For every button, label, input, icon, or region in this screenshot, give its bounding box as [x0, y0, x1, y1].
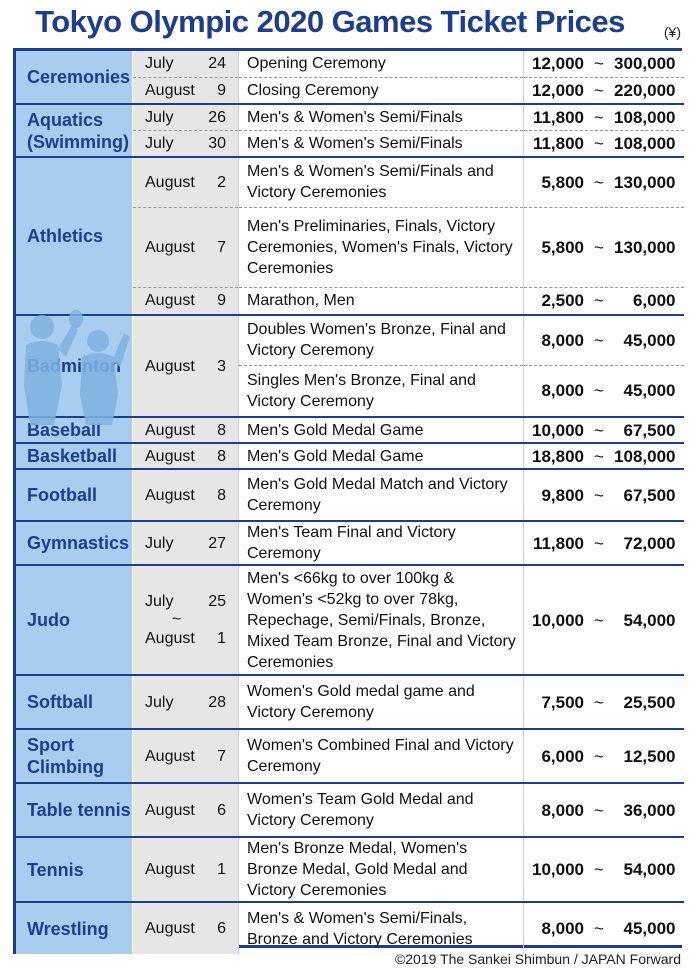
event-description: Men's Gold Medal Game: [238, 443, 524, 470]
event-description: Men's Team Final and Victory Ceremony: [238, 521, 524, 566]
event-description: Women's Gold medal game and Victory Cere…: [238, 675, 524, 730]
page-title: Tokyo Olympic 2020 Games Ticket Prices: [35, 4, 625, 39]
event-description: Men's Preliminaries, Finals, Victory Cer…: [238, 207, 524, 288]
table-row: Athletics August 2 Men's & Women's Semi/F…: [13, 157, 684, 316]
sport-name: Baseball: [13, 417, 133, 444]
table-row: Table tennis August 6 Women's Team Gold M…: [13, 783, 684, 838]
sport-name: Football: [13, 469, 133, 522]
event-description: Men's & Women's Semi/Finals, Bronze and …: [238, 902, 524, 954]
price-range: 18,800 ~108,000: [523, 443, 684, 470]
price-range: 11,800 ~72,000: [523, 521, 684, 566]
event-date: August 7: [132, 729, 239, 784]
sport-name: Gymnastics: [13, 521, 133, 566]
price-range: 10,000 ~54,000: [523, 837, 684, 903]
event-date: July 24: [132, 51, 239, 78]
event-date: August 6: [132, 902, 239, 954]
event-description: Men's Gold Medal Match and Victory Cerem…: [238, 469, 524, 522]
event-date: July 27: [132, 521, 239, 566]
table-row: Basketball August 8 Men's Gold Medal Game…: [13, 443, 684, 470]
price-range: 9,800 ~67,500: [523, 469, 684, 522]
price-range: 8,000 ~45,000: [523, 315, 684, 366]
table-row: Singles Men's Bronze, Final and Victory …: [15, 365, 684, 418]
sport-name: Table tennis: [13, 783, 133, 838]
event-date: July 25 ~ August 1: [132, 565, 239, 676]
price-range: 12,000 ~300,000: [523, 51, 684, 78]
table-row: July 30 Men's & Women's Semi/Finals 11,80…: [15, 130, 684, 158]
event-description: Men's Gold Medal Game: [238, 417, 524, 444]
event-date: August 1: [132, 837, 239, 903]
price-range: 11,800 ~108,000: [523, 104, 684, 131]
event-date: August 8: [132, 417, 239, 444]
price-range: 7,500 ~25,500: [523, 675, 684, 730]
event-date: July 28: [132, 675, 239, 730]
sport-name: Softball: [13, 675, 133, 730]
table-row: Wrestling August 6 Men's & Women's Semi/F…: [13, 902, 684, 954]
price-range: 10,000 ~67,500: [523, 417, 684, 444]
sport-name: Judo: [13, 565, 133, 676]
event-date: August 8: [132, 443, 239, 470]
sport-name: Aquatics (Swimming): [13, 104, 133, 158]
sport-name: Badminton: [13, 315, 133, 418]
table-row: Judo July 25 ~ August 1 Men's <66kg to ove…: [13, 565, 684, 676]
price-range: 5,800 ~130,000: [523, 157, 684, 208]
event-description: Men's Bronze Medal, Women's Bronze Medal…: [238, 837, 524, 903]
sport-name: Tennis: [13, 837, 133, 903]
event-date: July 30: [132, 130, 239, 158]
currency-unit: (¥): [663, 24, 681, 40]
event-description: Men's & Women's Semi/Finals: [238, 104, 524, 131]
price-range: 10,000 ~54,000: [523, 565, 684, 676]
event-description: Closing Ceremony: [238, 77, 524, 105]
event-description: Doubles Women's Bronze, Final and Victor…: [238, 315, 524, 366]
event-date: August 7: [132, 207, 239, 288]
event-description: Men's <66kg to over 100kg & Women's <52k…: [238, 565, 524, 676]
event-date: August 3: [132, 315, 239, 418]
table-row: Baseball August 8 Men's Gold Medal Game 1…: [13, 417, 684, 444]
table-row: Tennis August 1 Men's Bronze Medal, Women…: [13, 837, 684, 903]
event-date: August 9: [132, 287, 239, 316]
event-date: August 6: [132, 783, 239, 838]
price-range: 11,800 ~108,000: [523, 130, 684, 158]
event-description: Opening Ceremony: [238, 51, 524, 78]
event-description: Women's Team Gold Medal and Victory Cere…: [238, 783, 524, 838]
event-description: Marathon, Men: [238, 287, 524, 316]
event-date: August 2: [132, 157, 239, 208]
ticket-price-table: Ceremonies July 24 Opening Ceremony 12,00…: [13, 51, 684, 954]
price-range: 6,000 ~12,500: [523, 729, 684, 784]
event-description: Singles Men's Bronze, Final and Victory …: [238, 365, 524, 418]
event-date: August 9: [132, 77, 239, 105]
table-row: August 9 Closing Ceremony 12,000 ~220,000: [15, 77, 684, 105]
sport-name: Athletics: [13, 157, 133, 316]
price-range: 8,000 ~45,000: [523, 902, 684, 954]
event-description: Women's Combined Final and Victory Cerem…: [238, 729, 524, 784]
event-description: Men's & Women's Semi/Finals: [238, 130, 524, 158]
table-row: Badminton August 3 Doubles Women's Bronze…: [13, 315, 684, 418]
sport-name: Sport Climbing: [13, 729, 133, 784]
price-range: 12,000 ~220,000: [523, 77, 684, 105]
table-row: Sport Climbing August 7 Women's Combined …: [13, 729, 684, 784]
event-date: August 8: [132, 469, 239, 522]
price-range: 8,000 ~45,000: [523, 365, 684, 418]
price-range: 8,000 ~36,000: [523, 783, 684, 838]
table-row: Football August 8 Men's Gold Medal Match …: [13, 469, 684, 522]
copyright-notice: ©2019 The Sankei Shimbun / JAPAN Forward: [394, 951, 681, 967]
table-row: Ceremonies July 24 Opening Ceremony 12,00…: [13, 51, 684, 105]
table-row: August 9 Marathon, Men 2,500 ~6,000: [15, 287, 684, 316]
price-range: 5,800 ~130,000: [523, 207, 684, 288]
event-date: July 26: [132, 104, 239, 131]
table-row: Aquatics (Swimming) July 26 Men's & Women…: [13, 104, 684, 158]
table-row: Softball July 28 Women's Gold medal game …: [13, 675, 684, 730]
price-range: 2,500 ~6,000: [523, 287, 684, 316]
event-description: Men's & Women's Semi/Finals and Victory …: [238, 157, 524, 208]
sport-name: Basketball: [13, 443, 133, 470]
table-row: Gymnastics July 27 Men's Team Final and V…: [13, 521, 684, 566]
sport-name: Wrestling: [13, 902, 133, 954]
sport-name: Ceremonies: [13, 51, 133, 105]
table-row: August 7 Men's Preliminaries, Finals, Vic…: [15, 207, 684, 288]
